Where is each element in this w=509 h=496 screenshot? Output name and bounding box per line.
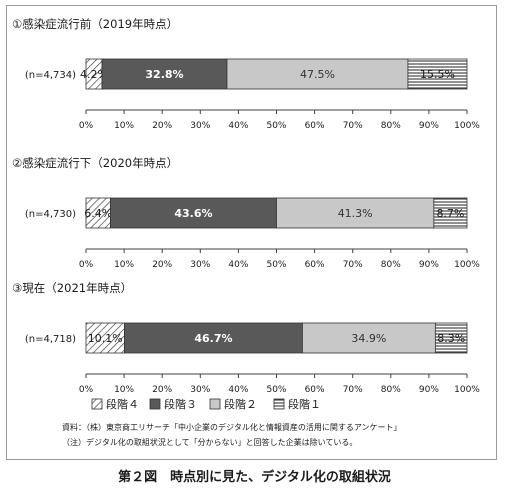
x-tick-label: 80% (381, 260, 401, 270)
x-tick-label: 30% (190, 260, 210, 270)
exclusion-note: （注）デジタル化の取組状況として「分からない」と回答した企業は除いている。 (62, 438, 358, 447)
sample-size-label: (n=4,730) (25, 209, 76, 220)
x-tick-label: 10% (114, 121, 134, 131)
bar-segment-stage1 (433, 197, 468, 229)
x-tick-label: 0% (79, 121, 94, 131)
legend-item-stage1: 段階１ (273, 397, 321, 411)
legend-label: 段階２ (224, 397, 257, 411)
x-tick-label: 50% (266, 385, 286, 395)
figure-caption: 第２図 時点別に見た、デジタル化の取組状況 (118, 470, 391, 485)
data-label: 4.2% (80, 68, 108, 81)
data-label: 47.5% (300, 68, 335, 81)
legend-swatch (209, 398, 221, 410)
x-tick-label: 10% (114, 260, 134, 270)
data-label: 8.3% (437, 332, 465, 345)
x-tick-label: 100% (454, 260, 480, 270)
panel-title: ②感染症流行下（2020年時点） (12, 156, 178, 170)
data-label: 46.7% (194, 332, 232, 345)
x-tick-label: 20% (152, 260, 172, 270)
data-label: 41.3% (338, 207, 373, 220)
x-tick-label: 100% (454, 121, 480, 131)
legend-label: 段階４ (106, 397, 139, 411)
panel-title: ①感染症流行前（2019年時点） (12, 17, 178, 31)
x-tick-label: 50% (266, 260, 286, 270)
legend-label: 段階１ (288, 397, 321, 411)
x-tick-label: 30% (190, 121, 210, 131)
x-tick-label: 10% (114, 385, 134, 395)
x-tick-label: 30% (190, 385, 210, 395)
x-tick-label: 40% (228, 121, 248, 131)
x-tick-label: 70% (343, 260, 363, 270)
x-tick-label: 70% (343, 121, 363, 131)
sample-size-label: (n=4,734) (25, 70, 76, 81)
legend-swatch (273, 398, 285, 410)
x-tick-label: 60% (305, 121, 325, 131)
bar-segment-stage3 (101, 58, 228, 90)
legend-item-stage3: 段階３ (149, 397, 197, 411)
data-label: 32.8% (145, 68, 183, 81)
legend-swatch (91, 398, 103, 410)
x-tick-label: 0% (79, 260, 94, 270)
x-tick-label: 60% (305, 385, 325, 395)
x-tick-label: 50% (266, 121, 286, 131)
data-label: 10.1% (88, 332, 123, 345)
legend-item-stage4: 段階４ (91, 397, 139, 411)
panel-title: ③現在（2021年時点） (12, 281, 132, 295)
legend-swatch (149, 398, 161, 410)
data-label: 43.6% (174, 207, 212, 220)
bar-segment-stage3 (124, 322, 303, 354)
x-tick-label: 70% (343, 385, 363, 395)
bar-segment-stage1 (434, 322, 468, 354)
x-tick-label: 20% (152, 121, 172, 131)
x-tick-label: 90% (419, 260, 439, 270)
legend-item-stage2: 段階２ (209, 397, 257, 411)
x-tick-label: 90% (419, 121, 439, 131)
data-label: 15.5% (420, 68, 455, 81)
chart-panel-1: ①感染症流行前（2019年時点） (n=4,734) 4.2% 32.8% 47.5% 1… (12, 17, 480, 131)
bar-segment-stage2 (276, 197, 435, 229)
x-tick-label: 80% (381, 121, 401, 131)
bar-segment-stage2 (302, 322, 436, 354)
sample-size-label: (n=4,718) (25, 334, 76, 345)
legend-label: 段階３ (164, 397, 197, 411)
x-tick-label: 0% (79, 385, 94, 395)
chart-panel-3: ③現在（2021年時点） (n=4,718) 10.1% 46.7% 34.9% 8.3%… (12, 281, 480, 395)
x-tick-label: 20% (152, 385, 172, 395)
x-tick-label: 40% (228, 385, 248, 395)
source-note: 資料：（株）東京商工リサーチ「中小企業のデジタル化と情報資産の活用に関するアンケ… (62, 423, 402, 432)
bar-segment-stage2 (226, 58, 409, 90)
bar-segment-stage1 (407, 58, 468, 90)
data-label: 34.9% (351, 332, 386, 345)
data-label: 6.4% (84, 207, 112, 220)
x-tick-label: 100% (454, 385, 480, 395)
bar-segment-stage4 (85, 197, 111, 229)
x-tick-label: 40% (228, 260, 248, 270)
chart-panel-2: ②感染症流行下（2020年時点） (n=4,730) 6.4% 43.6% 41.3% 8… (12, 156, 480, 270)
x-tick-label: 60% (305, 260, 325, 270)
x-tick-label: 90% (419, 385, 439, 395)
x-tick-label: 80% (381, 385, 401, 395)
data-label: 8.7% (436, 207, 464, 220)
